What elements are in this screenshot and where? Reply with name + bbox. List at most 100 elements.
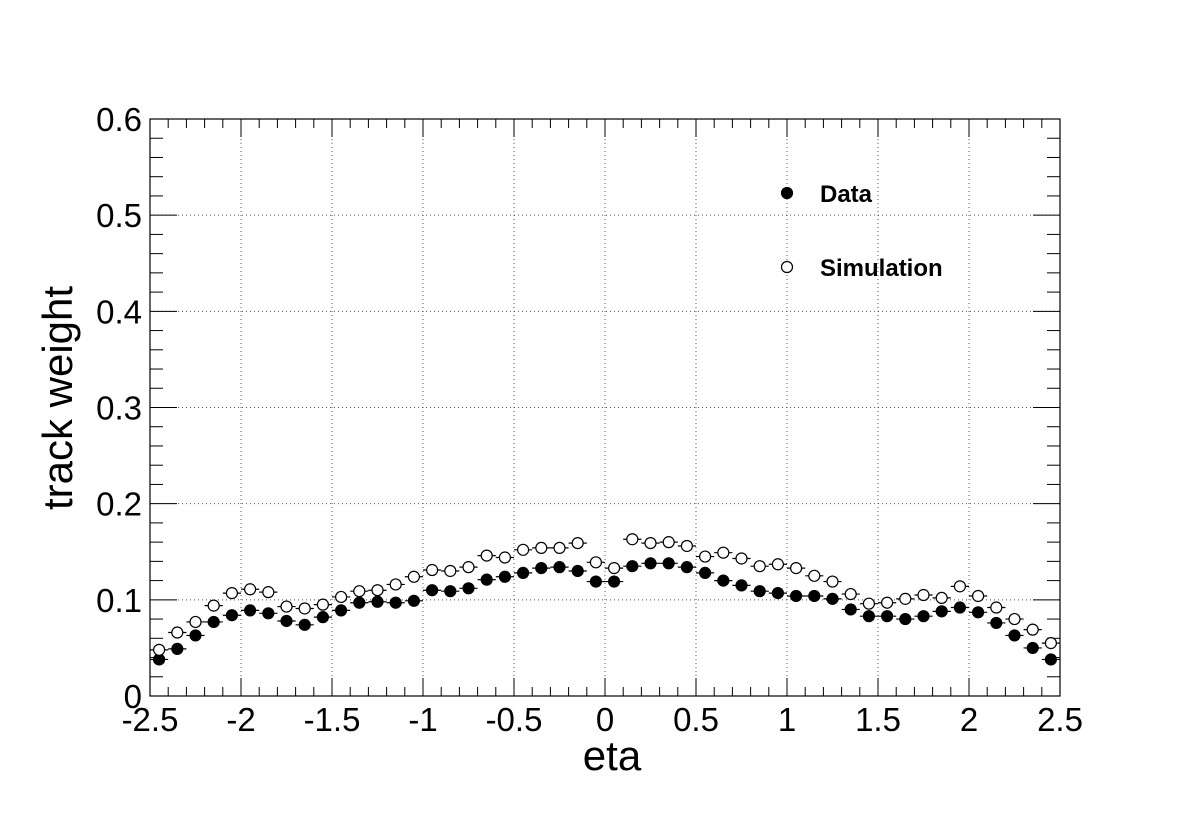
data-point [571,564,584,578]
simulation-point [498,551,511,564]
simulation-point [953,580,967,593]
simulation-point [535,541,548,555]
simulation-point [280,600,293,613]
data-point [553,561,566,574]
data-point [1008,629,1021,642]
data-point [389,596,402,609]
simulation-point [316,598,329,611]
simulation-point [462,561,475,574]
x-tick-label: -2.5 [122,701,179,738]
simulation-point [662,536,675,549]
simulation-point [626,533,639,546]
simulation-point [771,558,785,571]
data-point [298,618,311,631]
y-tick-label: 0.6 [96,101,142,138]
simulation-point [935,591,948,605]
simulation-point [826,575,839,588]
data-point [335,604,348,617]
data-point [262,607,275,620]
data-point [407,594,420,607]
y-tick-label: 0.5 [96,197,142,234]
simulation-point [880,596,894,609]
data-point [189,629,202,642]
y-tick-label: 0 [124,678,142,715]
simulation-point [171,626,184,639]
data-point [735,579,748,592]
simulation-point [698,550,712,563]
y-tick-labels: 0 0.1 0.2 0.3 0.4 0.5 0.6 [96,101,142,715]
simulation-point [589,556,603,569]
data-point [607,575,621,588]
simulation-point [789,561,803,575]
x-tick-label: 2.5 [1037,701,1083,738]
data-point [862,610,876,623]
data-point [444,585,457,598]
data-point [753,585,766,598]
legend-marker [780,260,794,274]
data-point [717,574,730,587]
simulation-point [444,564,457,578]
simulation-point [516,543,530,556]
simulation-point [990,601,1003,614]
simulation-point [680,539,694,553]
data-point [353,596,366,609]
x-tick-label: 1 [778,701,796,738]
simulation-point [971,589,985,603]
data-point [316,611,329,624]
data-point [626,560,639,573]
legend: Data Simulation [780,181,943,282]
y-tick-label: 0.4 [96,293,142,330]
data-point [971,606,985,619]
axis-ticks [149,118,1061,697]
simulation-point [862,597,876,610]
data-point [662,557,675,570]
x-tick-labels: -2.5 -2 -1.5 -1 -0.5 0 0.5 1 1.5 2 2.5 [122,701,1083,738]
y-tick-label: 0.2 [96,486,142,523]
grid-lines [150,119,1060,696]
x-tick-label: -2 [226,701,255,738]
data-point [480,573,493,586]
data-point [808,589,821,603]
simulation-point [717,546,730,559]
x-tick-label: -0.5 [486,701,543,738]
legend-label: Simulation [820,255,943,282]
simulation-point [298,602,311,615]
x-tick-label: 0 [596,701,614,738]
simulation-point [1026,623,1039,636]
simulation-point [262,586,275,599]
data-point [680,561,694,574]
data-point [698,566,712,580]
data-point [426,584,439,597]
data-point [644,557,657,570]
simulation-point [808,569,821,582]
data-point [880,610,894,623]
simulation-point [553,541,566,555]
data-point [899,612,912,626]
data-point [1044,653,1058,666]
data-point [789,589,803,603]
data-point [1026,641,1039,655]
simulation-point [571,536,584,550]
simulation-point [371,584,384,597]
simulation-point [426,563,439,577]
data-point [244,604,257,617]
simulation-point [244,583,257,596]
x-tick-label: -1 [408,701,437,738]
simulation-point [480,549,493,562]
simulation-point [753,560,766,573]
simulation-point [153,643,166,656]
data-point [498,570,511,583]
x-tick-label: 0.5 [673,701,719,738]
simulation-point [899,592,912,605]
x-tick-label: 2 [960,701,978,738]
x-tick-label: 1.5 [855,701,901,738]
data-point [826,592,839,605]
simulation-point [207,599,220,612]
simulation-point [407,570,420,583]
legend-label: Data [820,181,873,208]
simulation-point [844,587,857,601]
simulation-point [225,587,238,600]
data-point [589,575,603,588]
